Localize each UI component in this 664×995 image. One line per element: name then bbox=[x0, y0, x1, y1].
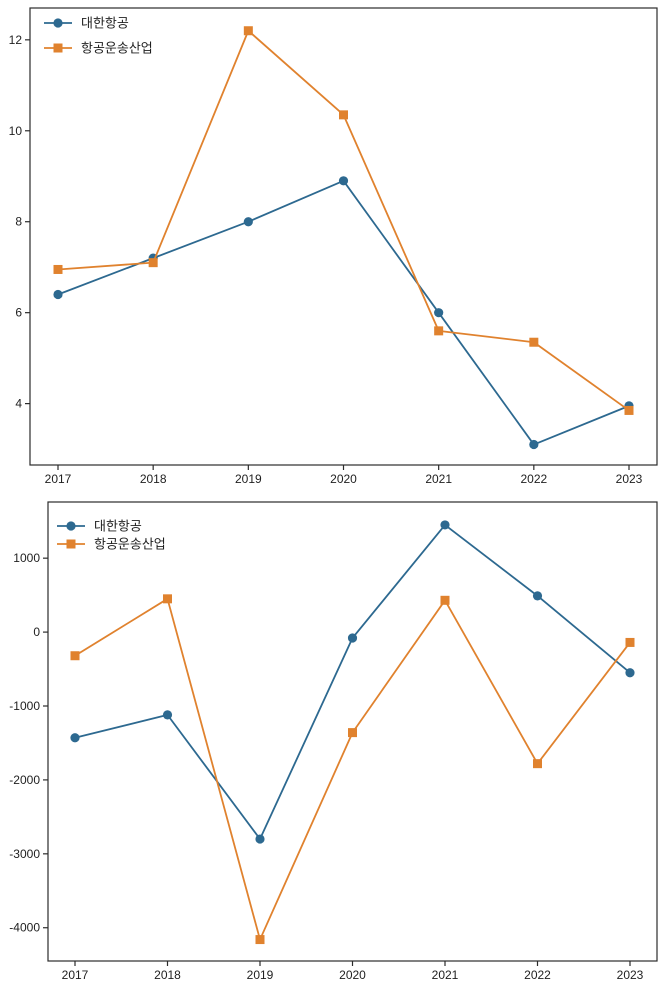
plot-border bbox=[29, 7, 658, 466]
legend-label: 항공운송산업 bbox=[94, 537, 166, 552]
x-tick-label: 2022 bbox=[520, 472, 547, 486]
data-point-marker bbox=[625, 637, 635, 647]
data-point-marker bbox=[70, 733, 80, 743]
y-tick-label: -1000 bbox=[9, 699, 40, 713]
data-point-marker bbox=[434, 326, 444, 336]
data-point-marker bbox=[434, 308, 444, 318]
data-point-marker bbox=[529, 337, 539, 347]
x-tick-label: 2021 bbox=[425, 472, 452, 486]
data-point-marker bbox=[624, 405, 634, 415]
series-line bbox=[74, 524, 631, 840]
legend-label: 대한항공 bbox=[94, 519, 142, 534]
data-point-marker bbox=[625, 668, 635, 678]
legend-square-marker-icon bbox=[66, 539, 76, 549]
x-tick-label: 2019 bbox=[235, 472, 262, 486]
data-point-marker bbox=[347, 633, 358, 643]
x-tick-label: 2023 bbox=[617, 968, 644, 982]
data-point-marker bbox=[255, 834, 265, 844]
x-tick-label: 2021 bbox=[432, 968, 459, 982]
legend-circle-marker-icon bbox=[66, 521, 76, 531]
data-point-marker bbox=[70, 651, 80, 661]
data-point-marker bbox=[440, 595, 450, 605]
x-tick-label: 2018 bbox=[140, 472, 167, 486]
x-tick-label: 2018 bbox=[154, 968, 181, 982]
top-chart: 4 6 8 10 12 2017 2018 2019 2020 2021 2022 2023 대한항공항… bbox=[9, 7, 658, 486]
data-point-marker bbox=[338, 176, 349, 186]
data-point-marker bbox=[53, 289, 63, 300]
series-line bbox=[57, 29, 630, 412]
data-point-marker bbox=[243, 26, 253, 36]
data-point-marker bbox=[255, 935, 265, 945]
y-tick-label: 4 bbox=[15, 397, 22, 411]
x-tick-label: 2020 bbox=[330, 472, 357, 486]
x-tick-label: 2017 bbox=[62, 968, 89, 982]
x-tick-label: 2017 bbox=[45, 472, 72, 486]
data-point-marker bbox=[163, 594, 172, 604]
x-tick-label: 2020 bbox=[339, 968, 366, 982]
y-tick-label: -4000 bbox=[9, 921, 40, 935]
data-point-marker bbox=[148, 258, 158, 268]
series-line bbox=[74, 597, 631, 941]
data-point-marker bbox=[440, 520, 450, 530]
bottom-chart: 1000 0 -1000 -2000 -3000 -4000 2017 2018 2019 202… bbox=[9, 501, 658, 982]
data-point-marker bbox=[162, 710, 173, 720]
legend-label: 대한항공 bbox=[81, 16, 129, 31]
data-point-marker bbox=[532, 591, 543, 601]
y-tick-label: 1000 bbox=[13, 551, 40, 565]
data-point-marker bbox=[533, 759, 542, 769]
data-point-marker bbox=[348, 728, 357, 738]
y-tick-label: 6 bbox=[15, 306, 22, 320]
y-tick-label: -3000 bbox=[9, 847, 40, 861]
x-tick-label: 2022 bbox=[524, 968, 551, 982]
y-tick-label: 0 bbox=[33, 625, 40, 639]
legend-circle-marker-icon bbox=[53, 18, 63, 28]
data-point-marker bbox=[243, 217, 253, 227]
legend-label: 항공운송산업 bbox=[81, 41, 153, 56]
y-tick-label: 12 bbox=[9, 33, 23, 47]
y-tick-label: 10 bbox=[9, 124, 23, 138]
data-point-marker bbox=[339, 110, 348, 120]
legend-square-marker-icon bbox=[53, 43, 63, 53]
data-point-marker bbox=[529, 439, 539, 450]
series-line bbox=[57, 179, 630, 446]
x-tick-label: 2019 bbox=[247, 968, 274, 982]
y-tick-label: -2000 bbox=[9, 773, 40, 787]
y-tick-label: 8 bbox=[15, 215, 22, 229]
data-point-marker bbox=[53, 264, 63, 274]
x-tick-label: 2023 bbox=[616, 472, 643, 486]
